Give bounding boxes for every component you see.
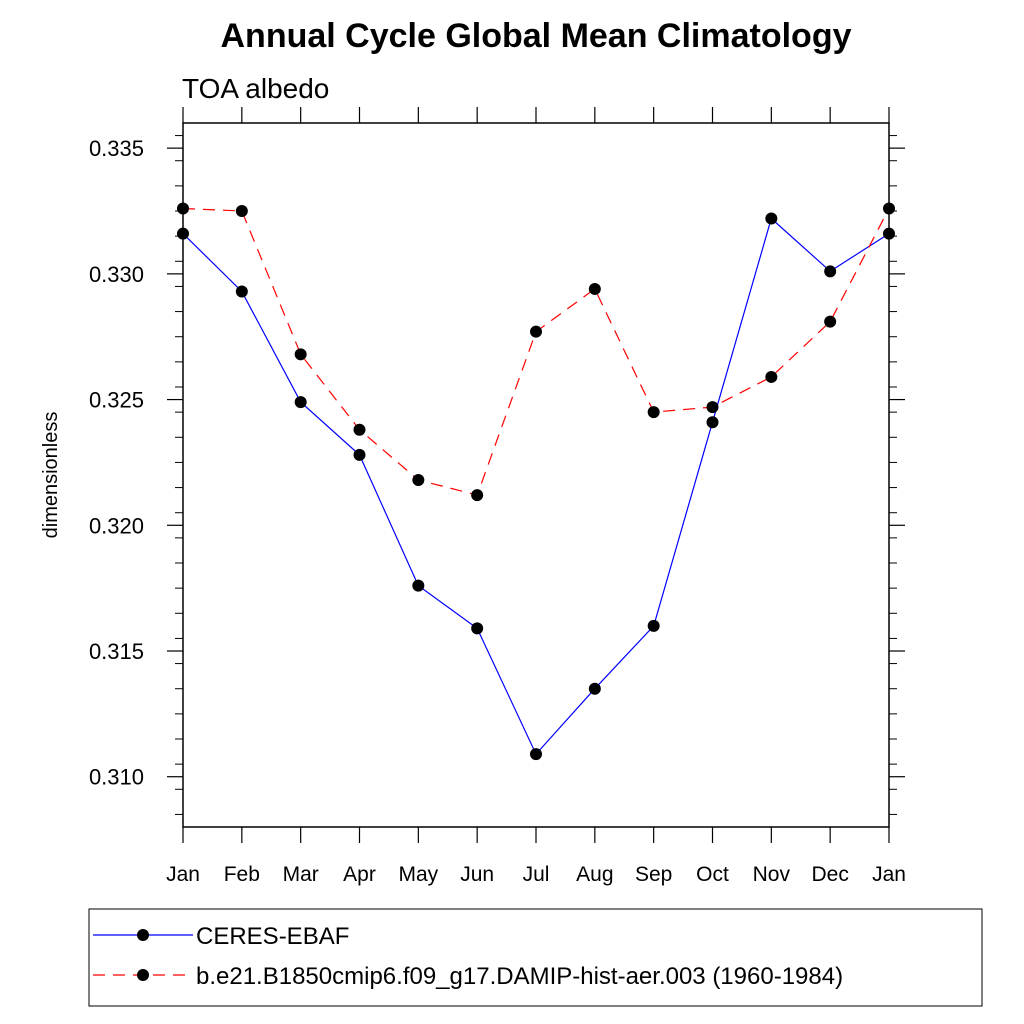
series-1-marker bbox=[471, 489, 484, 502]
legend: CERES-EBAF b.e21.B1850cmip6.f09_g17.DAMI… bbox=[88, 908, 983, 1007]
series-0-marker bbox=[647, 619, 660, 632]
x-tick-label: Mar bbox=[283, 863, 319, 886]
series-1-marker bbox=[353, 423, 366, 436]
series-1-marker bbox=[765, 370, 778, 383]
x-tick-label: Oct bbox=[696, 863, 729, 886]
x-tick-label: Dec bbox=[811, 863, 848, 886]
series-line-0 bbox=[182, 217, 890, 756]
x-tick-label: Sep bbox=[635, 863, 672, 886]
series-0-marker bbox=[412, 579, 425, 592]
series-0-marker bbox=[824, 265, 837, 278]
series-0-marker bbox=[588, 682, 601, 695]
x-tick-label: Jun bbox=[460, 863, 494, 886]
y-axis-label: dimensionless bbox=[40, 412, 62, 539]
series-1-marker bbox=[706, 401, 719, 414]
plot-series bbox=[177, 202, 895, 761]
x-tick-label: Nov bbox=[753, 863, 791, 886]
series-1-marker bbox=[235, 205, 248, 217]
y-tick-label: 0.310 bbox=[89, 765, 144, 790]
chart-title: Annual Cycle Global Mean Climatology bbox=[221, 17, 852, 55]
y-tick-label: 0.330 bbox=[89, 262, 144, 287]
series-1-marker bbox=[294, 348, 307, 361]
series-1-marker bbox=[588, 282, 601, 295]
y-tick-label: 0.315 bbox=[89, 639, 144, 664]
axis-ticks bbox=[167, 107, 905, 843]
legend-marker-ceres bbox=[137, 929, 149, 941]
series-1-marker bbox=[530, 325, 542, 338]
series-0-marker bbox=[765, 212, 778, 225]
x-tick-label: Feb bbox=[224, 863, 260, 886]
series-line-1 bbox=[182, 207, 890, 496]
series-0-marker bbox=[353, 448, 366, 461]
legend-label-model: b.e21.B1850cmip6.f09_g17.DAMIP-hist-aer.… bbox=[196, 963, 843, 990]
series-1-marker bbox=[412, 474, 425, 487]
series-0-marker bbox=[706, 416, 719, 429]
legend-box bbox=[88, 908, 983, 1007]
legend-marker-model bbox=[137, 969, 149, 981]
y-tick-label: 0.335 bbox=[89, 136, 144, 161]
x-tick-label: Jan bbox=[872, 863, 906, 886]
y-tick-label: 0.320 bbox=[89, 513, 144, 538]
x-tick-label: May bbox=[398, 863, 438, 886]
series-0-marker bbox=[471, 622, 484, 635]
x-tick-label: Aug bbox=[576, 863, 613, 886]
series-1-marker bbox=[824, 315, 837, 328]
x-tick-label: Jan bbox=[166, 863, 200, 886]
plot-frame bbox=[182, 122, 890, 828]
series-0-marker bbox=[530, 748, 542, 761]
y-tick-label: 0.325 bbox=[89, 388, 144, 413]
tick-labels: 0.310 0.315 0.320 0.325 0.330 0.335 Jan Feb Mar A… bbox=[89, 136, 906, 886]
series-0-marker bbox=[235, 285, 248, 298]
x-tick-label: Jul bbox=[523, 863, 550, 886]
legend-label-ceres: CERES-EBAF bbox=[196, 923, 349, 950]
chart-subtitle: TOA albedo bbox=[182, 73, 329, 104]
series-0-marker bbox=[294, 396, 307, 409]
series-1-marker bbox=[647, 406, 660, 419]
x-tick-label: Apr bbox=[343, 863, 376, 886]
